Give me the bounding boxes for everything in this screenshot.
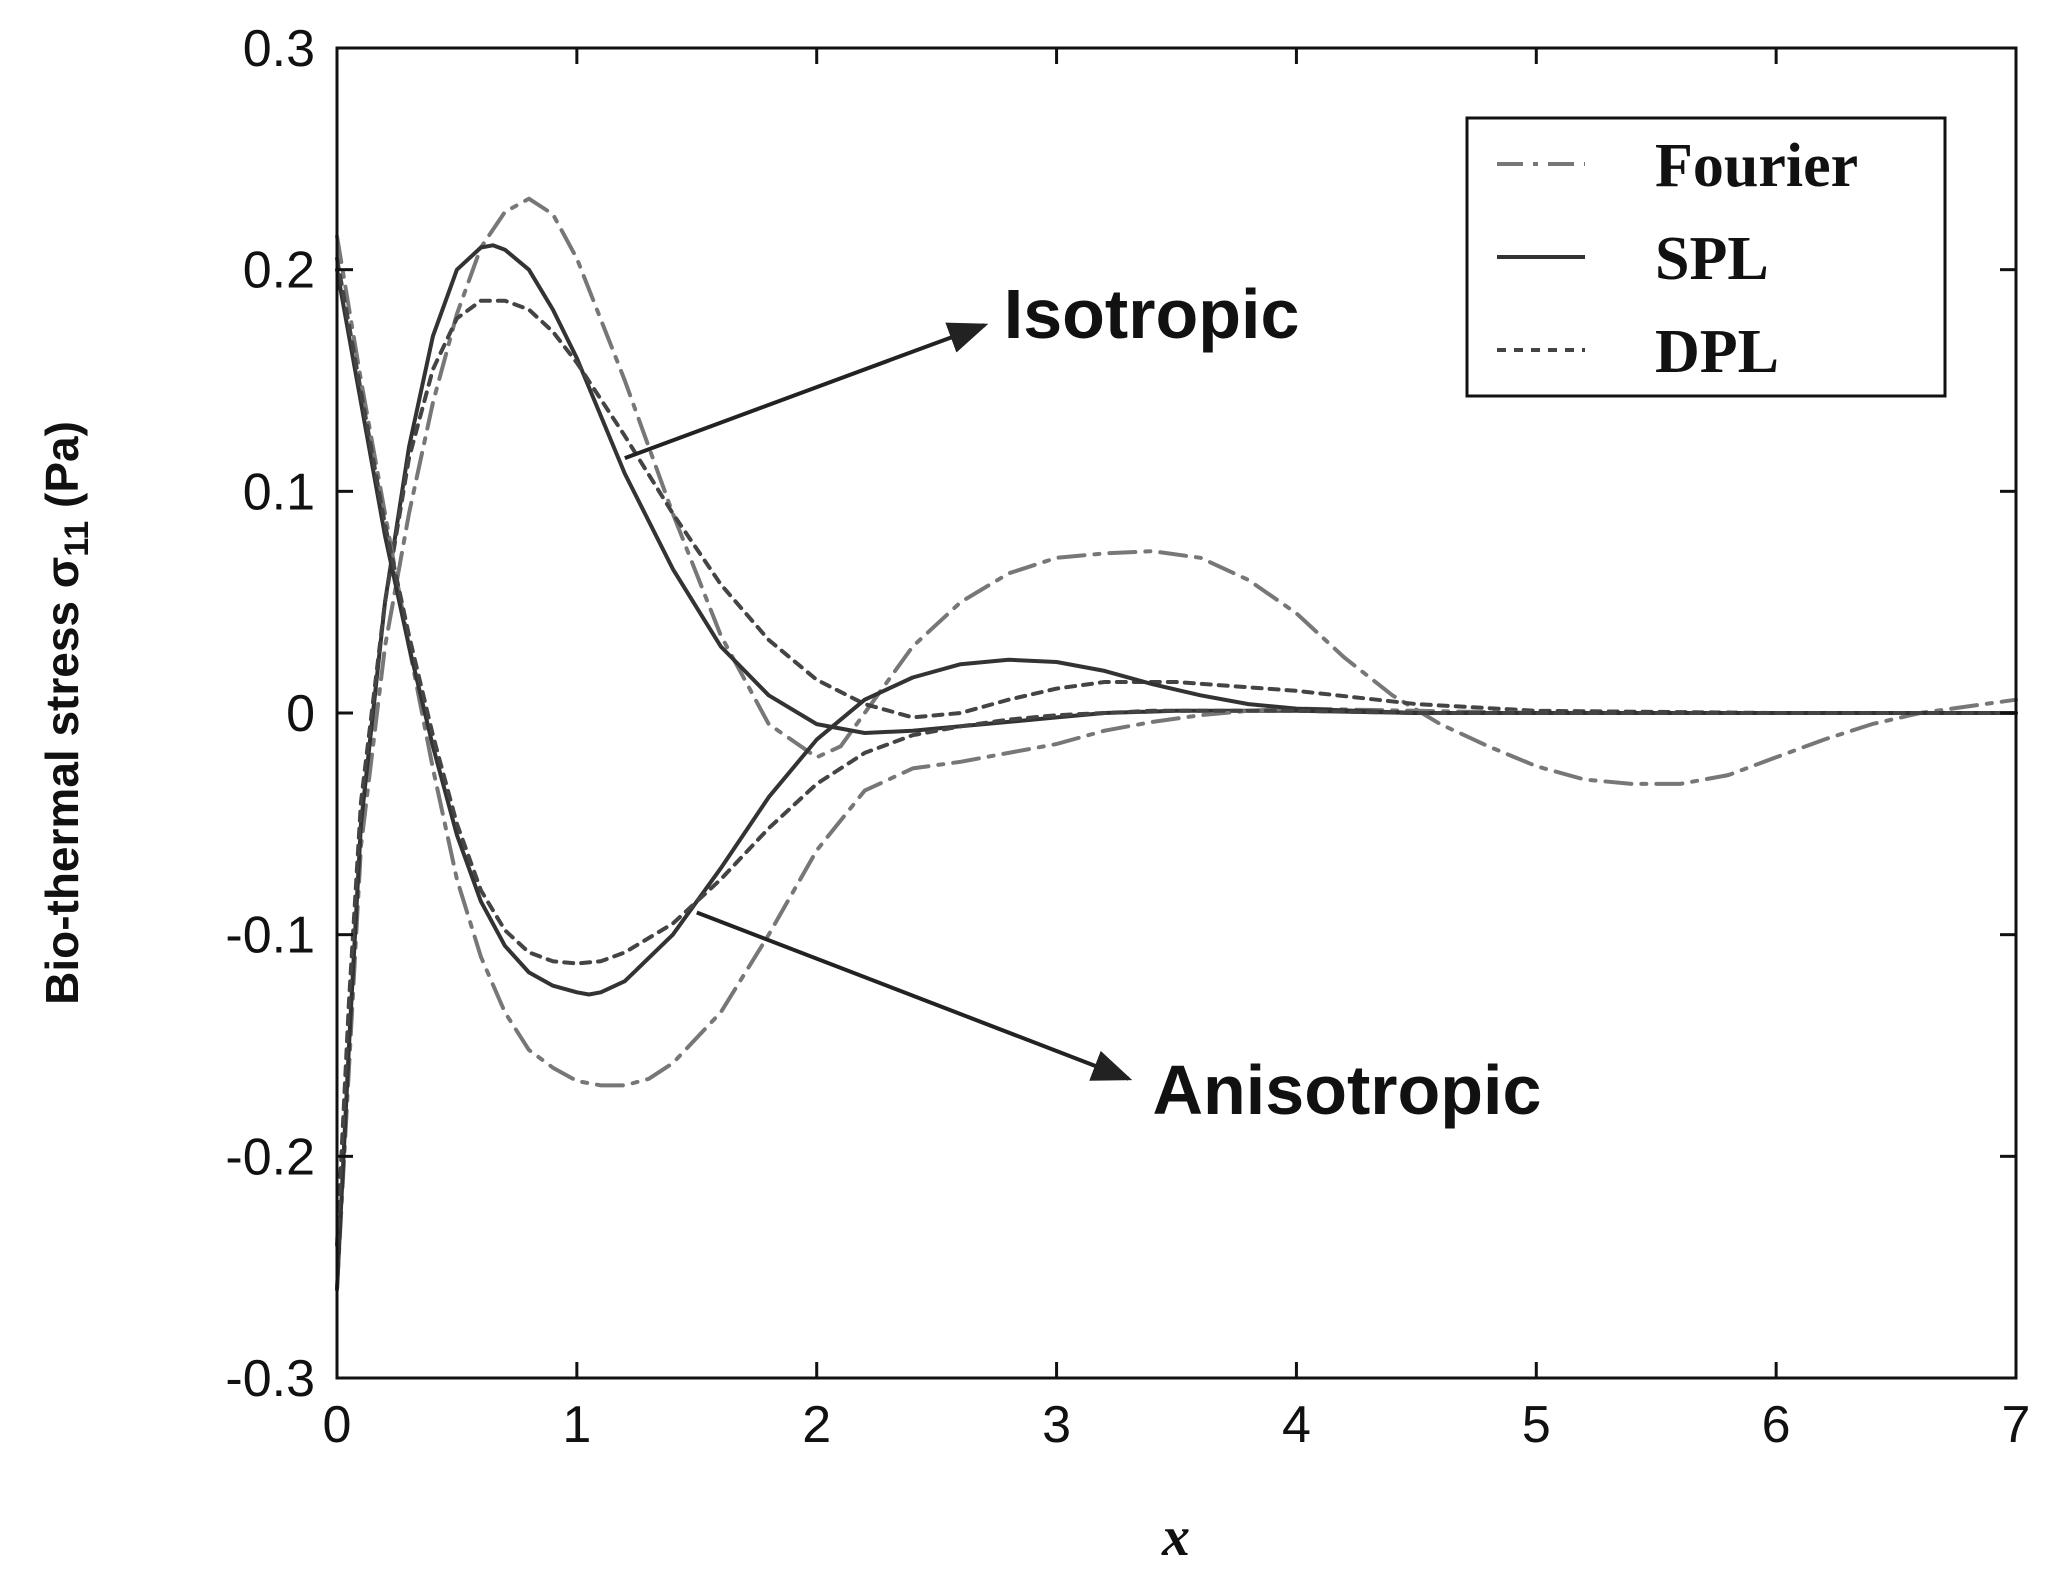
annotation-arrow-isotropic xyxy=(624,322,989,460)
x-tick-label: 4 xyxy=(1282,1396,1311,1454)
legend: Fourier SPL DPL xyxy=(1465,116,1947,398)
annotation-label-anisotropic: Anisotropic xyxy=(1153,1051,1542,1129)
x-tick-label: 2 xyxy=(802,1396,831,1454)
legend-label-fourier: Fourier xyxy=(1655,132,1858,200)
x-tick-label: 7 xyxy=(2002,1396,2031,1454)
x-tick-label: 3 xyxy=(1042,1396,1071,1454)
y-tick-label: -0.1 xyxy=(225,907,315,965)
y-axis-title-main: Bio-thermal stress σ xyxy=(36,557,88,1005)
series-isotropic-dpl-line xyxy=(335,298,2018,1247)
x-tick-label: 1 xyxy=(562,1396,591,1454)
series-layer xyxy=(335,196,2018,1292)
y-axis-title-subscript: 11 xyxy=(58,521,96,557)
y-axis-title-unit: (Pa) xyxy=(36,421,88,521)
y-tick-label: 0.3 xyxy=(243,20,315,78)
y-tick-label: -0.2 xyxy=(225,1128,315,1186)
x-axis-title: x xyxy=(1161,1506,1190,1568)
series-anisotropic-spl-line xyxy=(335,267,2018,997)
y-tick-label: 0 xyxy=(286,685,315,743)
x-tick-label: 5 xyxy=(1522,1396,1551,1454)
series-isotropic-spl-line xyxy=(335,243,2018,1292)
legend-label-spl: SPL xyxy=(1655,225,1769,293)
annotation-arrow-anisotropic xyxy=(696,910,1133,1081)
y-tick-label: -0.3 xyxy=(225,1350,315,1408)
y-tick-label: 0.1 xyxy=(243,463,315,521)
legend-label-dpl: DPL xyxy=(1655,318,1779,386)
ticks-layer: 0 1 2 3 4 5 6 7 -0.3 -0.2 -0.1 0 0.1 0.2 0.3 xyxy=(225,20,2030,1454)
y-axis-title: Bio-thermal stress σ11 (Pa) xyxy=(36,421,96,1005)
series-anisotropic-dpl-line xyxy=(335,256,2018,966)
annotation-layer: Isotropic Anisotropic xyxy=(624,275,1542,1129)
annotation-label-isotropic: Isotropic xyxy=(1004,275,1300,353)
y-tick-label: 0.2 xyxy=(243,242,315,300)
x-tick-label: 6 xyxy=(1762,1396,1791,1454)
x-tick-label: 0 xyxy=(323,1396,352,1454)
